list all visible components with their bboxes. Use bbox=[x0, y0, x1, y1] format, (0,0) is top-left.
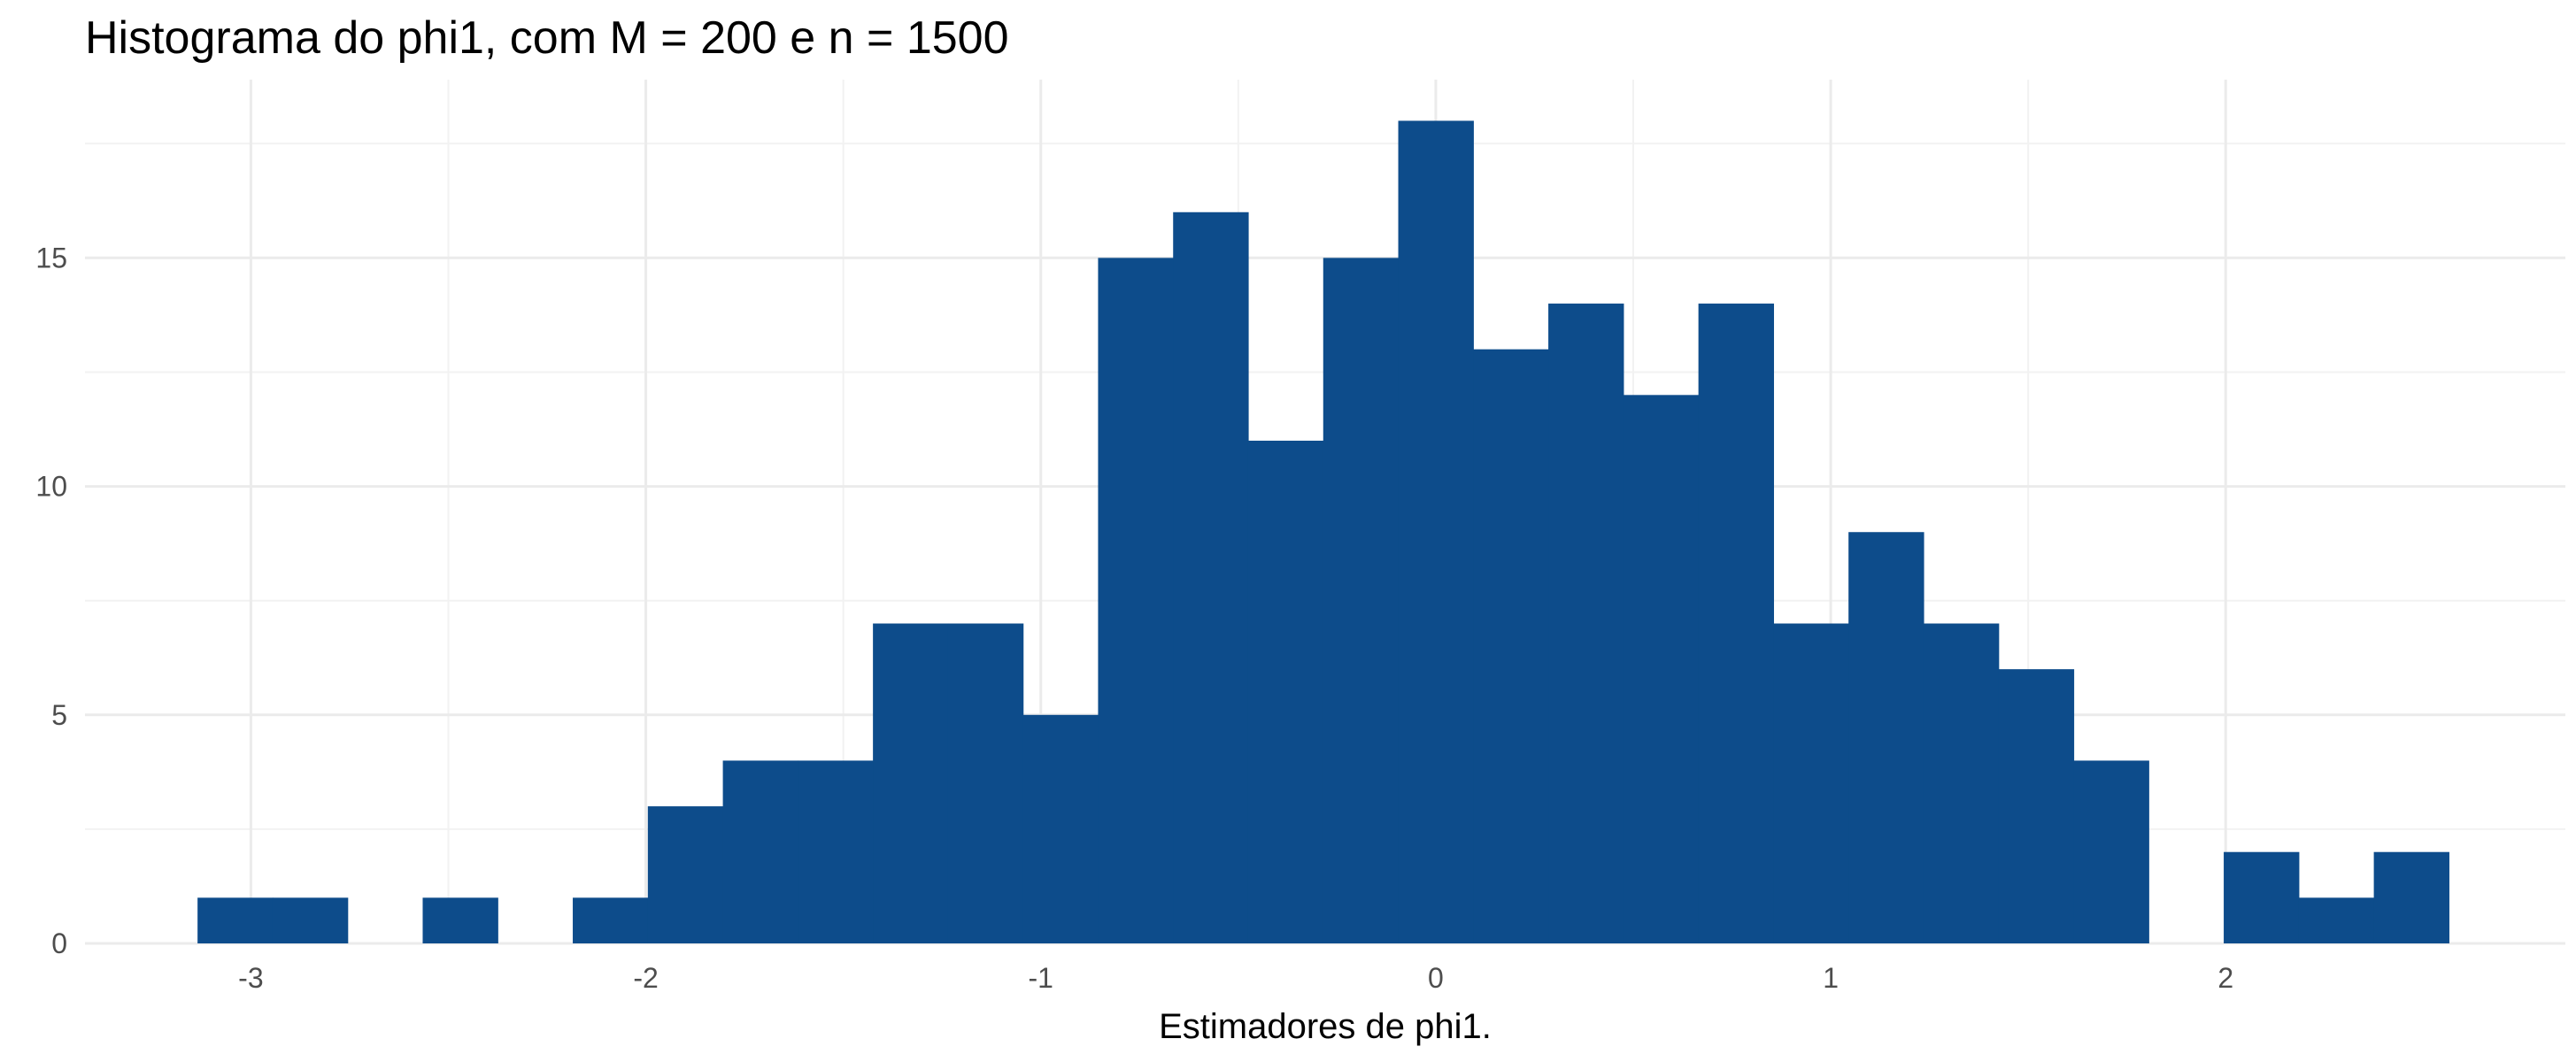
x-tick-label: -3 bbox=[238, 962, 263, 994]
histogram-bar bbox=[1247, 440, 1324, 944]
y-tick-label: 10 bbox=[35, 471, 67, 503]
histogram-bar bbox=[1098, 258, 1174, 943]
histogram-bar bbox=[1998, 669, 2075, 943]
histogram-bar bbox=[798, 760, 874, 943]
x-tick-label: -2 bbox=[633, 962, 658, 994]
x-tick-label: 0 bbox=[1428, 962, 1444, 994]
histogram-bar bbox=[1923, 623, 2000, 943]
x-tick-label: -1 bbox=[1029, 962, 1053, 994]
histogram-bars bbox=[197, 120, 2449, 944]
histogram-bar bbox=[1848, 532, 1924, 943]
histogram-bar bbox=[2073, 760, 2149, 943]
histogram-bar bbox=[573, 897, 649, 943]
histogram-bar bbox=[722, 760, 798, 943]
histogram-bar bbox=[1623, 395, 1700, 943]
histogram-bar bbox=[197, 897, 274, 943]
y-tick-label: 15 bbox=[35, 242, 67, 273]
x-tick-label: 1 bbox=[1823, 962, 1839, 994]
x-tick-label: 2 bbox=[2217, 962, 2233, 994]
y-tick-label: 5 bbox=[51, 699, 67, 731]
histogram-bar bbox=[1022, 714, 1099, 943]
histogram-bar bbox=[647, 806, 724, 943]
histogram-bar bbox=[1173, 212, 1249, 944]
histogram-bar bbox=[1473, 349, 1549, 943]
histogram-bar bbox=[2373, 851, 2449, 943]
histogram-bar bbox=[422, 897, 498, 943]
x-axis-tick-labels: -3 -2 -1 0 1 2 bbox=[238, 962, 2233, 994]
y-tick-label: 0 bbox=[51, 927, 67, 959]
histogram-bar bbox=[947, 623, 1024, 943]
histogram-bar bbox=[1548, 304, 1624, 943]
histogram-bar bbox=[1398, 120, 1474, 943]
chart-title: Histograma do phi1, com M = 200 e n = 15… bbox=[85, 12, 1009, 64]
y-axis-tick-labels: 0 5 10 15 bbox=[35, 242, 67, 959]
histogram-bar bbox=[1698, 304, 1775, 943]
histogram-bar bbox=[2298, 897, 2375, 943]
histogram-bar bbox=[1773, 623, 1849, 943]
histogram-bar bbox=[2224, 851, 2300, 943]
histogram-bar bbox=[873, 623, 949, 943]
histogram-bar bbox=[272, 897, 349, 943]
histogram-bar bbox=[1323, 258, 1400, 943]
x-axis-title: Estimadores de phi1. bbox=[1159, 1007, 1492, 1046]
